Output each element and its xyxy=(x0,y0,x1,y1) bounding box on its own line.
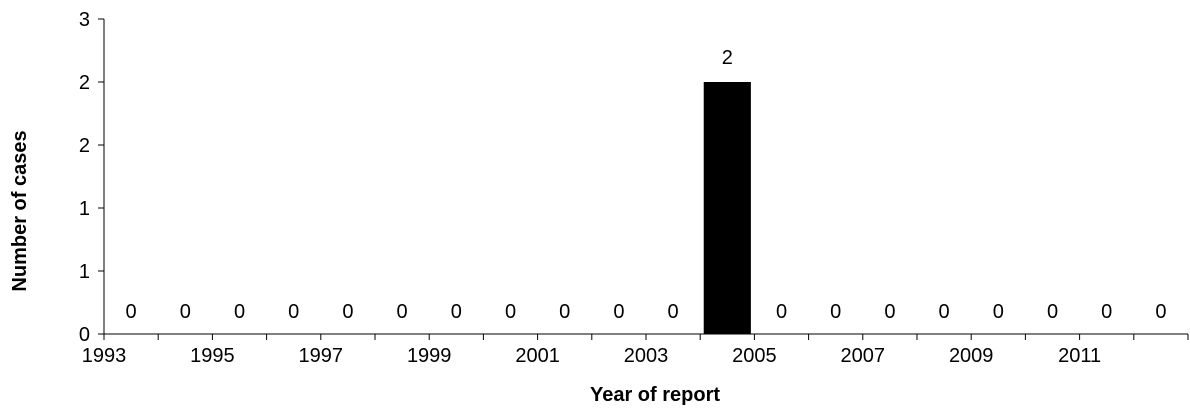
x-axis-title: Year of report xyxy=(590,384,720,406)
y-tick-label: 1 xyxy=(79,261,90,283)
data-label-2007: 0 xyxy=(884,301,895,323)
data-label-2009: 0 xyxy=(993,301,1004,323)
x-tick-label: 1993 xyxy=(82,345,127,367)
y-axis-title: Number of cases xyxy=(9,130,31,291)
x-tick-label: 1995 xyxy=(190,345,235,367)
x-axis: 1993 1995 1997 1999 2001 2003 2005 2007 2009 2011 xyxy=(82,333,1189,367)
data-label-2002: 0 xyxy=(613,301,624,323)
data-label-2000: 0 xyxy=(505,301,516,323)
data-label-1994: 0 xyxy=(180,301,191,323)
y-tick-label: 0 xyxy=(79,324,90,346)
data-label-2003: 0 xyxy=(668,301,679,323)
data-label-2005: 0 xyxy=(776,301,787,323)
x-tick-label: 2009 xyxy=(949,345,994,367)
data-label-2012: 0 xyxy=(1155,301,1166,323)
y-axis: 0 1 1 2 2 3 xyxy=(79,9,105,346)
x-tick-label: 2007 xyxy=(841,345,886,367)
data-label-1995: 0 xyxy=(234,301,245,323)
y-tick-label: 1 xyxy=(79,198,90,220)
bars xyxy=(703,82,751,334)
data-label-2001: 0 xyxy=(559,301,570,323)
y-tick-label: 3 xyxy=(79,9,90,31)
data-label-1993: 0 xyxy=(126,301,137,323)
data-labels: 0 0 0 0 0 0 0 0 0 0 0 2 0 0 0 0 0 0 0 0 xyxy=(126,47,1167,323)
data-label-2011: 0 xyxy=(1101,301,1112,323)
x-tick-label: 2011 xyxy=(1058,345,1101,367)
data-label-1997: 0 xyxy=(342,301,353,323)
y-tick-label: 2 xyxy=(79,72,90,94)
data-label-1998: 0 xyxy=(397,301,408,323)
data-label-1996: 0 xyxy=(288,301,299,323)
data-label-2006: 0 xyxy=(830,301,841,323)
x-tick-label: 1999 xyxy=(407,345,452,367)
data-label-2004: 2 xyxy=(722,47,733,69)
data-label-2010: 0 xyxy=(1047,301,1058,323)
data-label-1999: 0 xyxy=(451,301,462,323)
x-tick-label: 1997 xyxy=(299,345,344,367)
x-tick-label: 2003 xyxy=(624,345,669,367)
data-label-2008: 0 xyxy=(939,301,950,323)
bar-2004 xyxy=(703,82,751,334)
x-tick-label: 2005 xyxy=(732,345,777,367)
y-tick-label: 2 xyxy=(79,135,90,157)
x-tick-label: 2001 xyxy=(515,345,560,367)
